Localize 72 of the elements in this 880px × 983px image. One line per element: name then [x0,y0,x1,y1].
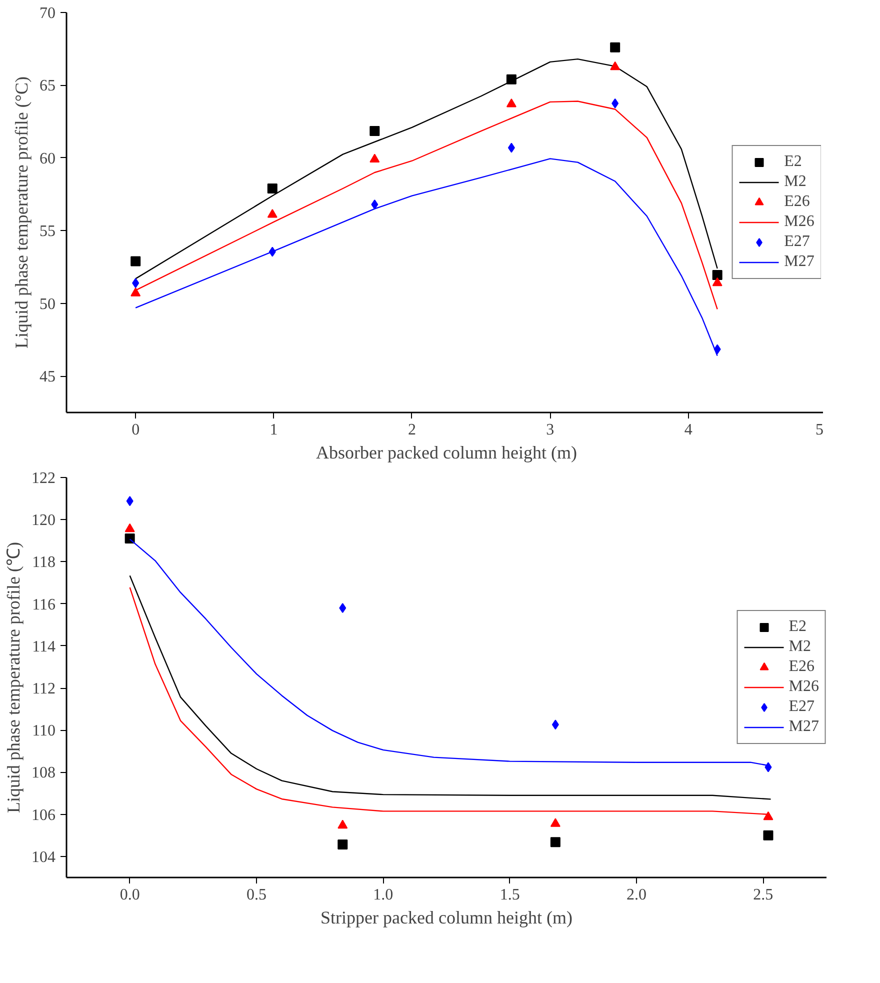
legend-label: E2 [784,153,803,171]
y-tick-label: 122 [32,470,56,487]
y-tick-label: 118 [32,554,56,572]
y-tick-label: 110 [32,722,56,740]
point [338,820,348,829]
x-tick-label: 1 [270,422,278,438]
legend-label: E26 [784,193,810,211]
point [124,523,135,532]
point [506,98,516,108]
y-tick-label: 104 [32,848,56,866]
point [763,811,774,820]
point [552,720,559,730]
y-axis-title: Liquid phase temperature profile (℃) [4,542,24,813]
point [267,208,278,218]
point [130,256,141,266]
y-axis-title: Liquid phase temperature profile (°C) [12,76,32,349]
legend-label: E27 [784,233,810,251]
x-tick-label: 5 [816,422,824,438]
point [371,200,378,210]
point [508,142,515,153]
point [712,270,722,280]
point [610,42,620,52]
x-tick-label: 0.0 [120,886,140,904]
y-tick-label: 60 [40,150,56,168]
point [267,184,278,194]
point [130,288,141,296]
point [370,154,380,163]
legend-label: M26 [784,213,814,231]
y-tick-label: 116 [32,596,56,614]
point [550,837,560,848]
point [763,830,774,840]
y-tick-label: 50 [40,296,56,313]
x-tick-label: 2 [408,422,416,438]
y-tick-label: 112 [32,680,56,698]
legend-label: M27 [788,718,819,736]
x-axis-title: Absorber packed column height (m) [316,442,577,462]
x-tick-label: 3 [546,422,554,438]
point [610,61,620,70]
y-tick-label: 65 [40,78,56,95]
point [126,496,134,506]
x-axis-title: Stripper packed column height (m) [320,908,572,928]
point [124,534,135,544]
y-tick-label: 70 [40,5,56,22]
legend-label: M2 [788,638,811,656]
y-tick-label: 106 [32,806,56,824]
y-tick-label: 108 [32,764,56,782]
line-series [134,158,718,356]
y-tick-label: 114 [32,638,56,656]
point [339,603,346,614]
point [370,126,380,136]
legend-label: M2 [784,173,806,191]
point [132,278,140,288]
y-tick-label: 120 [32,512,56,530]
y-tick-label: 45 [40,368,56,386]
x-tick-label: 1.5 [500,886,520,904]
point [764,762,772,772]
legend-label: M27 [784,253,814,271]
x-tick-label: 1.0 [373,886,394,904]
point [550,818,560,827]
x-tick-label: 2.0 [626,886,646,904]
legend-label: E2 [788,618,808,636]
legend-label: E27 [788,698,815,716]
point [612,98,619,108]
x-tick-label: 2.5 [753,886,774,904]
y-tick-label: 55 [40,223,56,240]
legend-label: E26 [788,658,815,676]
point [338,839,348,850]
x-tick-label: 0.5 [246,886,266,904]
x-tick-label: 0 [132,422,140,438]
x-tick-label: 4 [684,422,692,438]
legend-label: M26 [788,678,819,696]
point [712,277,722,286]
